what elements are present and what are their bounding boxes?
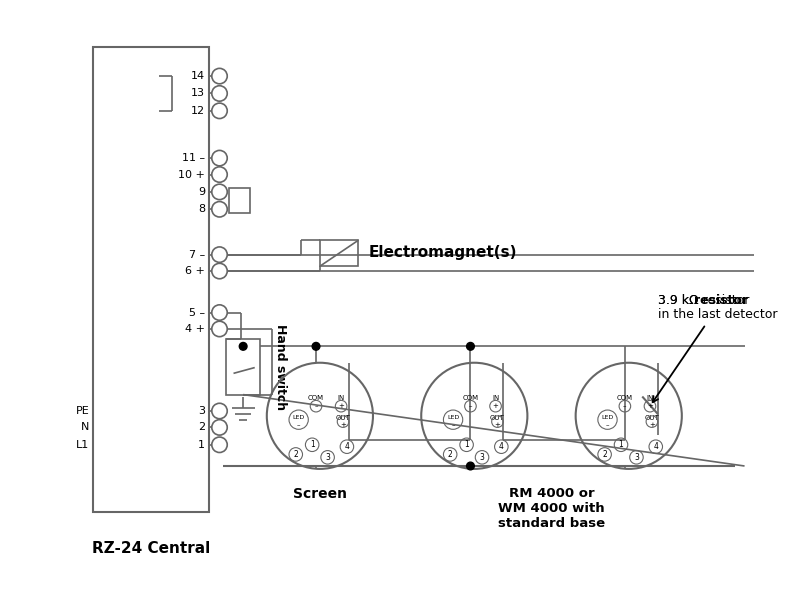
Text: RZ-24 Central: RZ-24 Central: [92, 541, 210, 556]
Text: –: –: [469, 403, 472, 409]
Text: PE: PE: [75, 406, 90, 416]
Text: Screen: Screen: [293, 487, 347, 501]
Text: 5 –: 5 –: [189, 308, 205, 317]
Text: –: –: [314, 403, 318, 409]
Text: 10 +: 10 +: [178, 170, 205, 179]
Text: 7 –: 7 –: [189, 250, 205, 260]
Text: –: –: [451, 422, 455, 428]
Text: +: +: [494, 422, 501, 428]
Text: COM: COM: [308, 395, 324, 401]
Text: Hand switch: Hand switch: [274, 323, 286, 410]
Text: 3.9 kΩ resistor: 3.9 kΩ resistor: [658, 293, 749, 307]
Text: –: –: [606, 422, 610, 428]
Text: IN: IN: [492, 395, 499, 401]
Text: 6 +: 6 +: [185, 266, 205, 276]
Text: +: +: [493, 403, 498, 409]
Text: 3: 3: [198, 406, 205, 416]
Text: in the last detector: in the last detector: [658, 308, 777, 321]
Text: LED: LED: [602, 415, 614, 420]
Text: 1: 1: [310, 440, 314, 449]
Text: Electromagnet(s): Electromagnet(s): [368, 245, 517, 260]
Text: 13: 13: [191, 88, 205, 98]
Bar: [320, 240, 358, 266]
Text: IN: IN: [338, 395, 345, 401]
Text: 4: 4: [345, 442, 350, 451]
Text: COM: COM: [617, 395, 633, 401]
Circle shape: [466, 462, 474, 470]
Text: COM: COM: [462, 395, 478, 401]
Text: +: +: [647, 403, 653, 409]
Text: OUT: OUT: [645, 415, 659, 421]
Text: +: +: [649, 422, 655, 428]
Text: 3.9 kΩ: 3.9 kΩ: [658, 293, 702, 307]
Text: 14: 14: [191, 71, 205, 81]
Circle shape: [466, 343, 474, 350]
Circle shape: [239, 343, 247, 350]
Text: N: N: [81, 422, 90, 433]
Text: –: –: [297, 422, 301, 428]
Text: 2: 2: [602, 450, 607, 459]
Bar: [229, 188, 250, 213]
Text: 11 –: 11 –: [182, 153, 205, 163]
Text: 4 +: 4 +: [185, 324, 205, 334]
Text: 9: 9: [198, 187, 205, 197]
Text: resistor: resistor: [694, 293, 748, 307]
Text: –: –: [623, 403, 626, 409]
Text: 2: 2: [448, 450, 453, 459]
Bar: [93, 47, 209, 512]
Text: 3: 3: [634, 453, 639, 462]
Text: 1: 1: [198, 440, 205, 450]
Text: 1: 1: [618, 440, 623, 449]
Text: LED: LED: [293, 415, 305, 420]
Text: IN: IN: [646, 395, 654, 401]
Text: 3: 3: [479, 453, 485, 462]
Text: +: +: [338, 403, 344, 409]
Text: 8: 8: [198, 204, 205, 214]
Text: 1: 1: [464, 440, 469, 449]
Text: LED: LED: [447, 415, 459, 420]
Text: 2: 2: [198, 422, 205, 433]
Text: 4: 4: [499, 442, 504, 451]
Text: 2: 2: [294, 450, 298, 459]
Bar: [226, 338, 260, 395]
Text: RM 4000 or
WM 4000 with
standard base: RM 4000 or WM 4000 with standard base: [498, 487, 605, 530]
Text: +: +: [340, 422, 346, 428]
Text: OUT: OUT: [336, 415, 350, 421]
Text: 3: 3: [325, 453, 330, 462]
Circle shape: [312, 343, 320, 350]
Text: L1: L1: [76, 440, 90, 450]
Text: OUT: OUT: [490, 415, 505, 421]
Text: 12: 12: [191, 106, 205, 116]
Text: 4: 4: [654, 442, 658, 451]
